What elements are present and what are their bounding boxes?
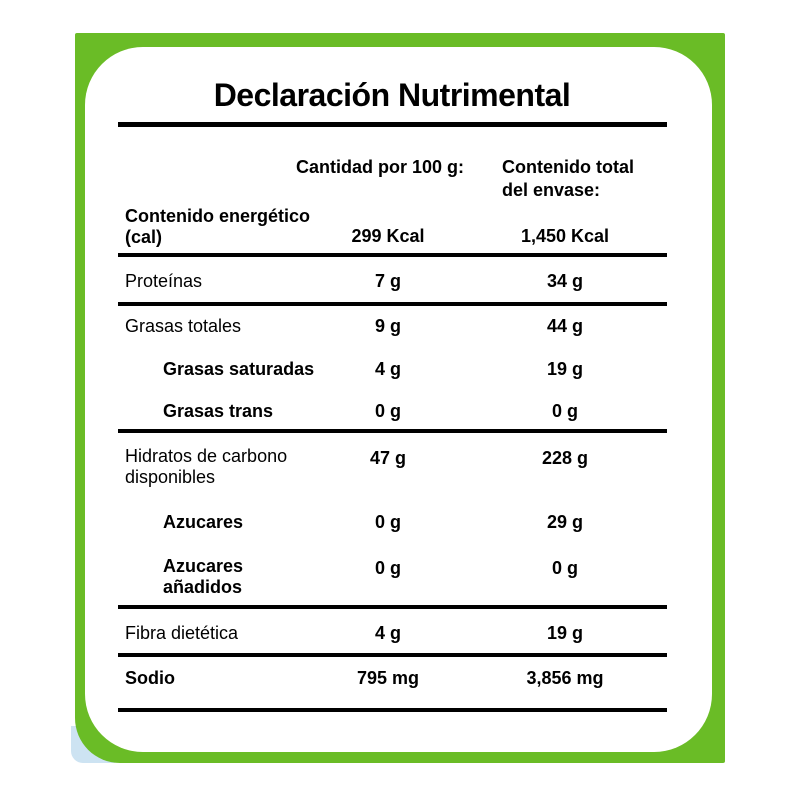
row-fibra-dietetica: Fibra dietética 4 g 19 g: [118, 621, 667, 645]
row-label: Fibra dietética: [125, 623, 239, 643]
column-header-per-100g: Cantidad por 100 g:: [296, 157, 465, 177]
row-label: Hidratos de carbono disponibles: [125, 446, 288, 487]
value-total-envase: 0 g: [551, 401, 578, 421]
row-label: Grasas saturadas: [163, 359, 315, 379]
value-total-envase: 0 g: [551, 558, 578, 578]
row-azucares: Azucares 0 g 29 g: [118, 510, 667, 534]
value-total-envase: 29 g: [546, 512, 584, 532]
row-grasas-saturadas: Grasas saturadas 4 g 19 g: [118, 357, 667, 381]
divider: [118, 253, 667, 257]
value-per-100g: 9 g: [374, 316, 401, 336]
divider: [118, 302, 667, 306]
value-total-envase: 19 g: [546, 623, 584, 643]
value-per-100g: 47 g: [369, 448, 407, 468]
row-label: Sodio: [125, 668, 175, 688]
value-per-100g: 0 g: [374, 401, 401, 421]
value-per-100g: 0 g: [374, 558, 401, 578]
value-per-100g: 795 mg: [356, 668, 420, 688]
value-total-envase: 1,450 Kcal: [520, 226, 610, 246]
green-frame: [75, 33, 725, 763]
value-per-100g: 4 g: [374, 623, 401, 643]
row-label: Proteínas: [125, 271, 203, 291]
value-per-100g: 299 Kcal: [351, 226, 425, 246]
row-azucares-anadidos: Azucares añadidos 0 g 0 g: [118, 556, 667, 602]
title-divider: [118, 122, 667, 127]
row-contenido-energetico: Contenido energético (cal) 299 Kcal 1,45…: [118, 202, 667, 248]
value-per-100g: 7 g: [374, 271, 401, 291]
divider: [118, 429, 667, 433]
row-label: Contenido energético (cal): [125, 206, 311, 247]
row-label: Grasas totales: [125, 316, 242, 336]
value-per-100g: 0 g: [374, 512, 401, 532]
value-per-100g: 4 g: [374, 359, 401, 379]
value-total-envase: 3,856 mg: [526, 668, 604, 688]
value-total-envase: 44 g: [546, 316, 584, 336]
row-hidratos-carbono: Hidratos de carbono disponibles 47 g 228…: [118, 446, 667, 492]
divider: [118, 708, 667, 712]
row-label: Grasas trans: [163, 401, 274, 421]
row-grasas-trans: Grasas trans 0 g 0 g: [118, 399, 667, 423]
row-grasas-totales: Grasas totales 9 g 44 g: [118, 314, 667, 338]
value-total-envase: 34 g: [546, 271, 584, 291]
row-label: Azucares: [163, 512, 244, 532]
divider: [118, 605, 667, 609]
row-label: Azucares añadidos: [163, 556, 244, 597]
value-total-envase: 19 g: [546, 359, 584, 379]
value-total-envase: 228 g: [541, 448, 589, 468]
divider: [118, 653, 667, 657]
row-sodio: Sodio 795 mg 3,856 mg: [118, 666, 667, 690]
label-panel: [85, 47, 712, 752]
row-proteinas: Proteínas 7 g 34 g: [118, 269, 667, 293]
page-title: Declaración Nutrimental: [213, 77, 571, 113]
column-header-total-envase: Contenido total del envase:: [502, 157, 634, 200]
